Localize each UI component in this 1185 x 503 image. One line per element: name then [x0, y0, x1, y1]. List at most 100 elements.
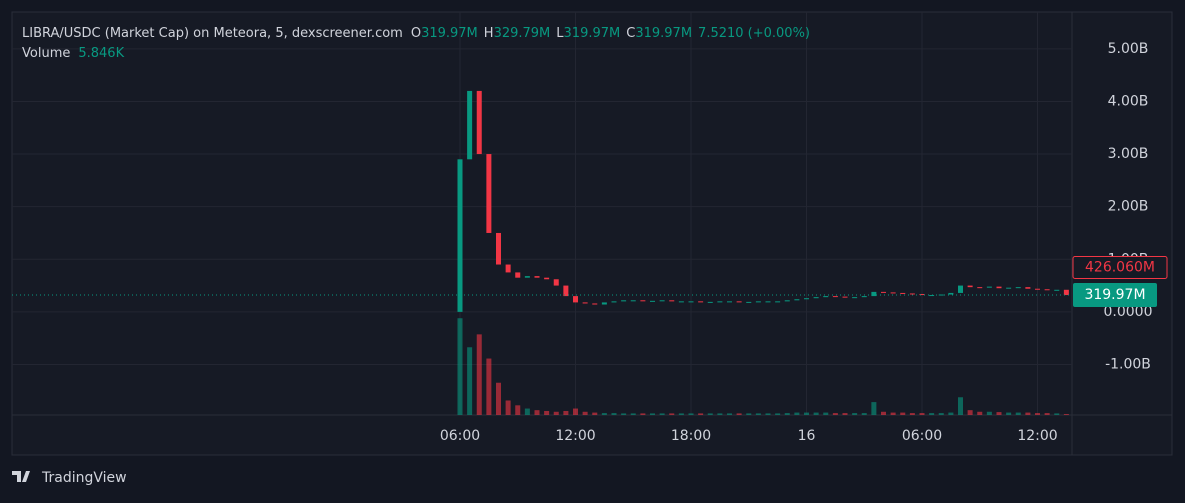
candle [948, 292, 954, 295]
volume-bar [707, 413, 713, 415]
candle [871, 291, 877, 297]
candle [842, 296, 848, 298]
chart-panel [11, 11, 1173, 456]
candle [852, 297, 858, 299]
volume-bar [640, 413, 646, 415]
ohlc-value: 319.97M [564, 26, 621, 41]
volume-bar [919, 413, 925, 415]
volume-bar [611, 413, 617, 415]
volume-bar [524, 408, 530, 415]
candle [958, 285, 963, 293]
volume-bar [909, 413, 915, 415]
ohlc-value: 319.97M [635, 26, 692, 41]
candle [640, 300, 646, 302]
volume-bar [775, 413, 781, 415]
labels: -1.00B0.00001.00B2.00B3.00B4.00B5.00B06:… [440, 41, 1168, 444]
price-label: 319.97M [1073, 283, 1157, 308]
candle [1006, 287, 1012, 289]
volume-bar [948, 412, 954, 415]
candle [919, 293, 925, 296]
candle [553, 279, 559, 286]
candle [784, 300, 790, 302]
volume-bar [881, 411, 886, 415]
y-tick-label: 0.0000 [1104, 304, 1153, 320]
ohlc-value: 329.79M [494, 26, 551, 41]
candle [650, 300, 655, 302]
volume-bar [534, 410, 540, 415]
volume-bar [1035, 413, 1040, 415]
volume-bar [900, 412, 906, 415]
candle [900, 292, 906, 294]
brand: TradingView [41, 470, 127, 486]
candle [524, 276, 530, 278]
candle [881, 291, 886, 293]
x-tick-label: 16 [798, 428, 816, 444]
candle [823, 296, 829, 298]
volume-bar [823, 412, 829, 415]
volume-bar [794, 412, 800, 415]
volume-value: 5.846K [78, 46, 124, 61]
candle [1015, 287, 1021, 289]
price-label-text: 426.060M [1085, 259, 1155, 275]
candle [505, 264, 511, 273]
volume-bar [669, 413, 675, 415]
candle [486, 154, 492, 233]
candle [967, 285, 973, 288]
price-label-box [1073, 283, 1157, 308]
candle [621, 300, 627, 302]
candle [929, 295, 935, 297]
volume-bar [929, 413, 935, 415]
volume-bar [1015, 412, 1021, 415]
header: LIBRA/USDC (Market Cap) on Meteora, 5, d… [22, 26, 810, 41]
price-label-text: 319.97M [1084, 287, 1145, 303]
candle [986, 286, 992, 288]
volume-bar [505, 400, 511, 415]
candle [611, 301, 617, 303]
candle [457, 159, 463, 312]
volume-bar [938, 413, 944, 415]
candle [736, 301, 742, 303]
y-tick-label: 5.00B [1108, 41, 1149, 57]
candle [909, 293, 915, 295]
candle [476, 90, 482, 155]
candle [582, 302, 588, 304]
y-tick-label: -1.00B [1105, 356, 1151, 372]
candle [832, 296, 838, 298]
ohlc-value: 319.97M [421, 26, 478, 41]
volume-bar [678, 413, 684, 415]
y-tick-label: 2.00B [1108, 199, 1149, 215]
candle [775, 301, 781, 303]
candle [659, 300, 665, 302]
candle [727, 301, 732, 303]
candle [707, 301, 713, 303]
candle [996, 286, 1002, 289]
candle [534, 276, 540, 278]
volume-bar [755, 413, 761, 415]
x-tick-label: 12:00 [1017, 428, 1057, 444]
price-label-box [1072, 255, 1168, 279]
candle [765, 301, 771, 303]
candle [804, 298, 809, 300]
candle [563, 285, 569, 297]
volume-bar [813, 412, 819, 415]
candle [496, 232, 501, 265]
candle [688, 301, 694, 303]
candle [938, 294, 944, 296]
volume-bar [958, 397, 963, 415]
change: 7.5210 (+0.00%) [698, 26, 810, 41]
price-label: 426.060M [1072, 255, 1168, 279]
logo: TradingView [12, 470, 127, 486]
candle [678, 301, 684, 303]
candle [630, 300, 636, 302]
volume-label: Volume [22, 46, 70, 61]
volume-bar [688, 413, 694, 415]
volume-legend: Volume 5.846K [22, 46, 125, 61]
volume-bar [871, 402, 877, 415]
candle [890, 292, 896, 294]
ohlc-key: C [626, 26, 635, 41]
candle [1035, 288, 1040, 290]
volume-bar [582, 411, 588, 415]
volume-bar [650, 413, 655, 415]
candle [1054, 289, 1060, 291]
